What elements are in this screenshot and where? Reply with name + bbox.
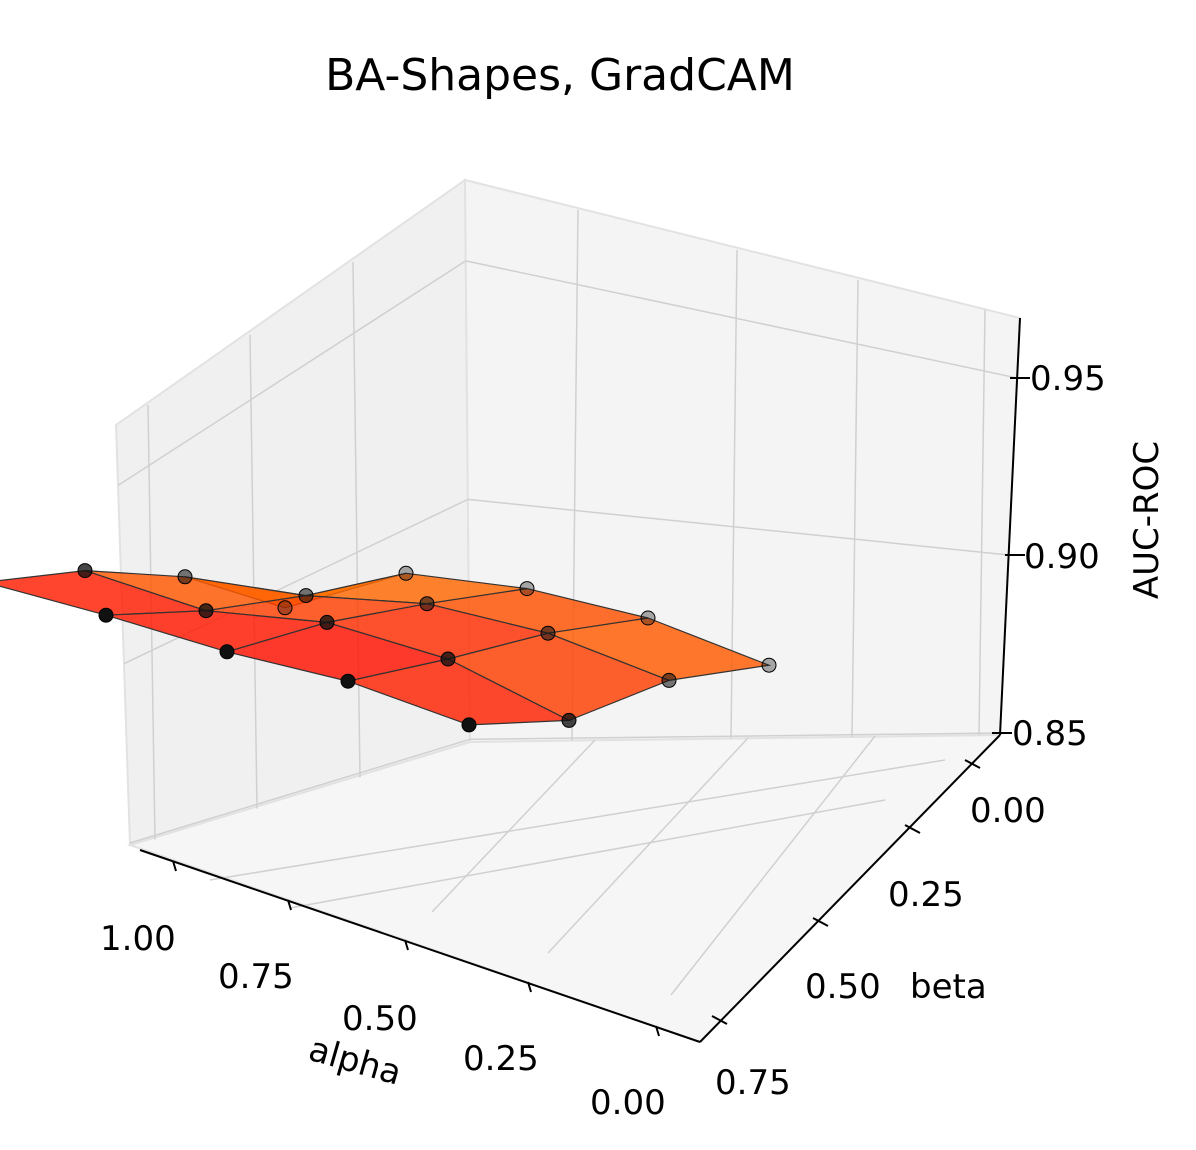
- data-points: [77, 563, 777, 733]
- grid-line: [547, 737, 749, 954]
- beta-tick-label: 0.00: [970, 791, 1046, 831]
- z-axis-label: AUC-ROC: [1127, 441, 1167, 599]
- grid-line: [117, 260, 467, 487]
- alpha-tick-label: 0.00: [590, 1083, 666, 1123]
- beta-tick-mark: [711, 1015, 728, 1025]
- beta-axis-label: beta: [910, 967, 987, 1007]
- alpha-tick-mark: [404, 939, 409, 951]
- grid-line: [978, 309, 986, 736]
- data-point: [219, 644, 235, 660]
- pane-back-left: [114, 178, 472, 847]
- data-point: [319, 614, 335, 630]
- surface: [0, 569, 772, 726]
- grid-line: [465, 260, 1018, 379]
- data-point: [440, 651, 456, 667]
- data-point: [519, 581, 535, 597]
- data-point: [177, 569, 193, 585]
- z-tick-label: 0.95: [1030, 359, 1106, 399]
- alpha-tick-label: 1.00: [100, 919, 176, 959]
- beta-tick-mark: [964, 759, 981, 769]
- data-point: [640, 610, 656, 626]
- z-axis-line: [999, 317, 1021, 736]
- alpha-axis-line: [139, 849, 701, 1043]
- alpha-tick-mark: [172, 860, 177, 872]
- beta-tick-mark: [904, 824, 921, 834]
- z-tick-label: 0.85: [1012, 714, 1088, 754]
- data-point: [398, 565, 414, 581]
- data-point: [761, 657, 777, 673]
- data-point: [198, 603, 214, 619]
- alpha-tick-mark: [527, 981, 532, 993]
- data-point: [461, 717, 477, 733]
- z-tick-label: 0.90: [1024, 537, 1100, 577]
- grid-line: [469, 732, 1001, 741]
- grid-line: [851, 279, 859, 737]
- alpha-tick-mark: [655, 1025, 660, 1037]
- beta-tick-label: 0.50: [805, 967, 881, 1007]
- alpha-tick-label: 0.25: [463, 1039, 539, 1079]
- beta-tick-label: 0.75: [715, 1063, 791, 1103]
- data-point: [98, 607, 114, 623]
- alpha-tick-label: 0.50: [342, 999, 418, 1039]
- grid-line: [129, 738, 471, 844]
- beta-tick-mark: [812, 917, 829, 927]
- grid-line: [467, 498, 1009, 556]
- beta-axis-line: [699, 734, 1001, 1043]
- data-point: [340, 673, 356, 689]
- grid-line: [249, 334, 258, 809]
- data-point: [661, 672, 677, 688]
- data-point: [277, 600, 293, 616]
- data-point: [561, 712, 577, 728]
- data-point: [540, 625, 556, 641]
- chart-title: BA-Shapes, GradCAM: [325, 50, 795, 101]
- grid-line: [352, 261, 361, 778]
- data-point: [419, 596, 435, 612]
- data-point: [298, 588, 314, 604]
- grid-line: [431, 739, 596, 913]
- alpha-tick-mark: [287, 899, 292, 911]
- grid-line: [289, 799, 886, 909]
- grid-line: [670, 735, 876, 996]
- alpha-tick-label: 0.75: [218, 957, 294, 997]
- data-point: [77, 563, 93, 579]
- beta-tick-label: 0.25: [888, 875, 964, 915]
- grid-line: [209, 759, 946, 881]
